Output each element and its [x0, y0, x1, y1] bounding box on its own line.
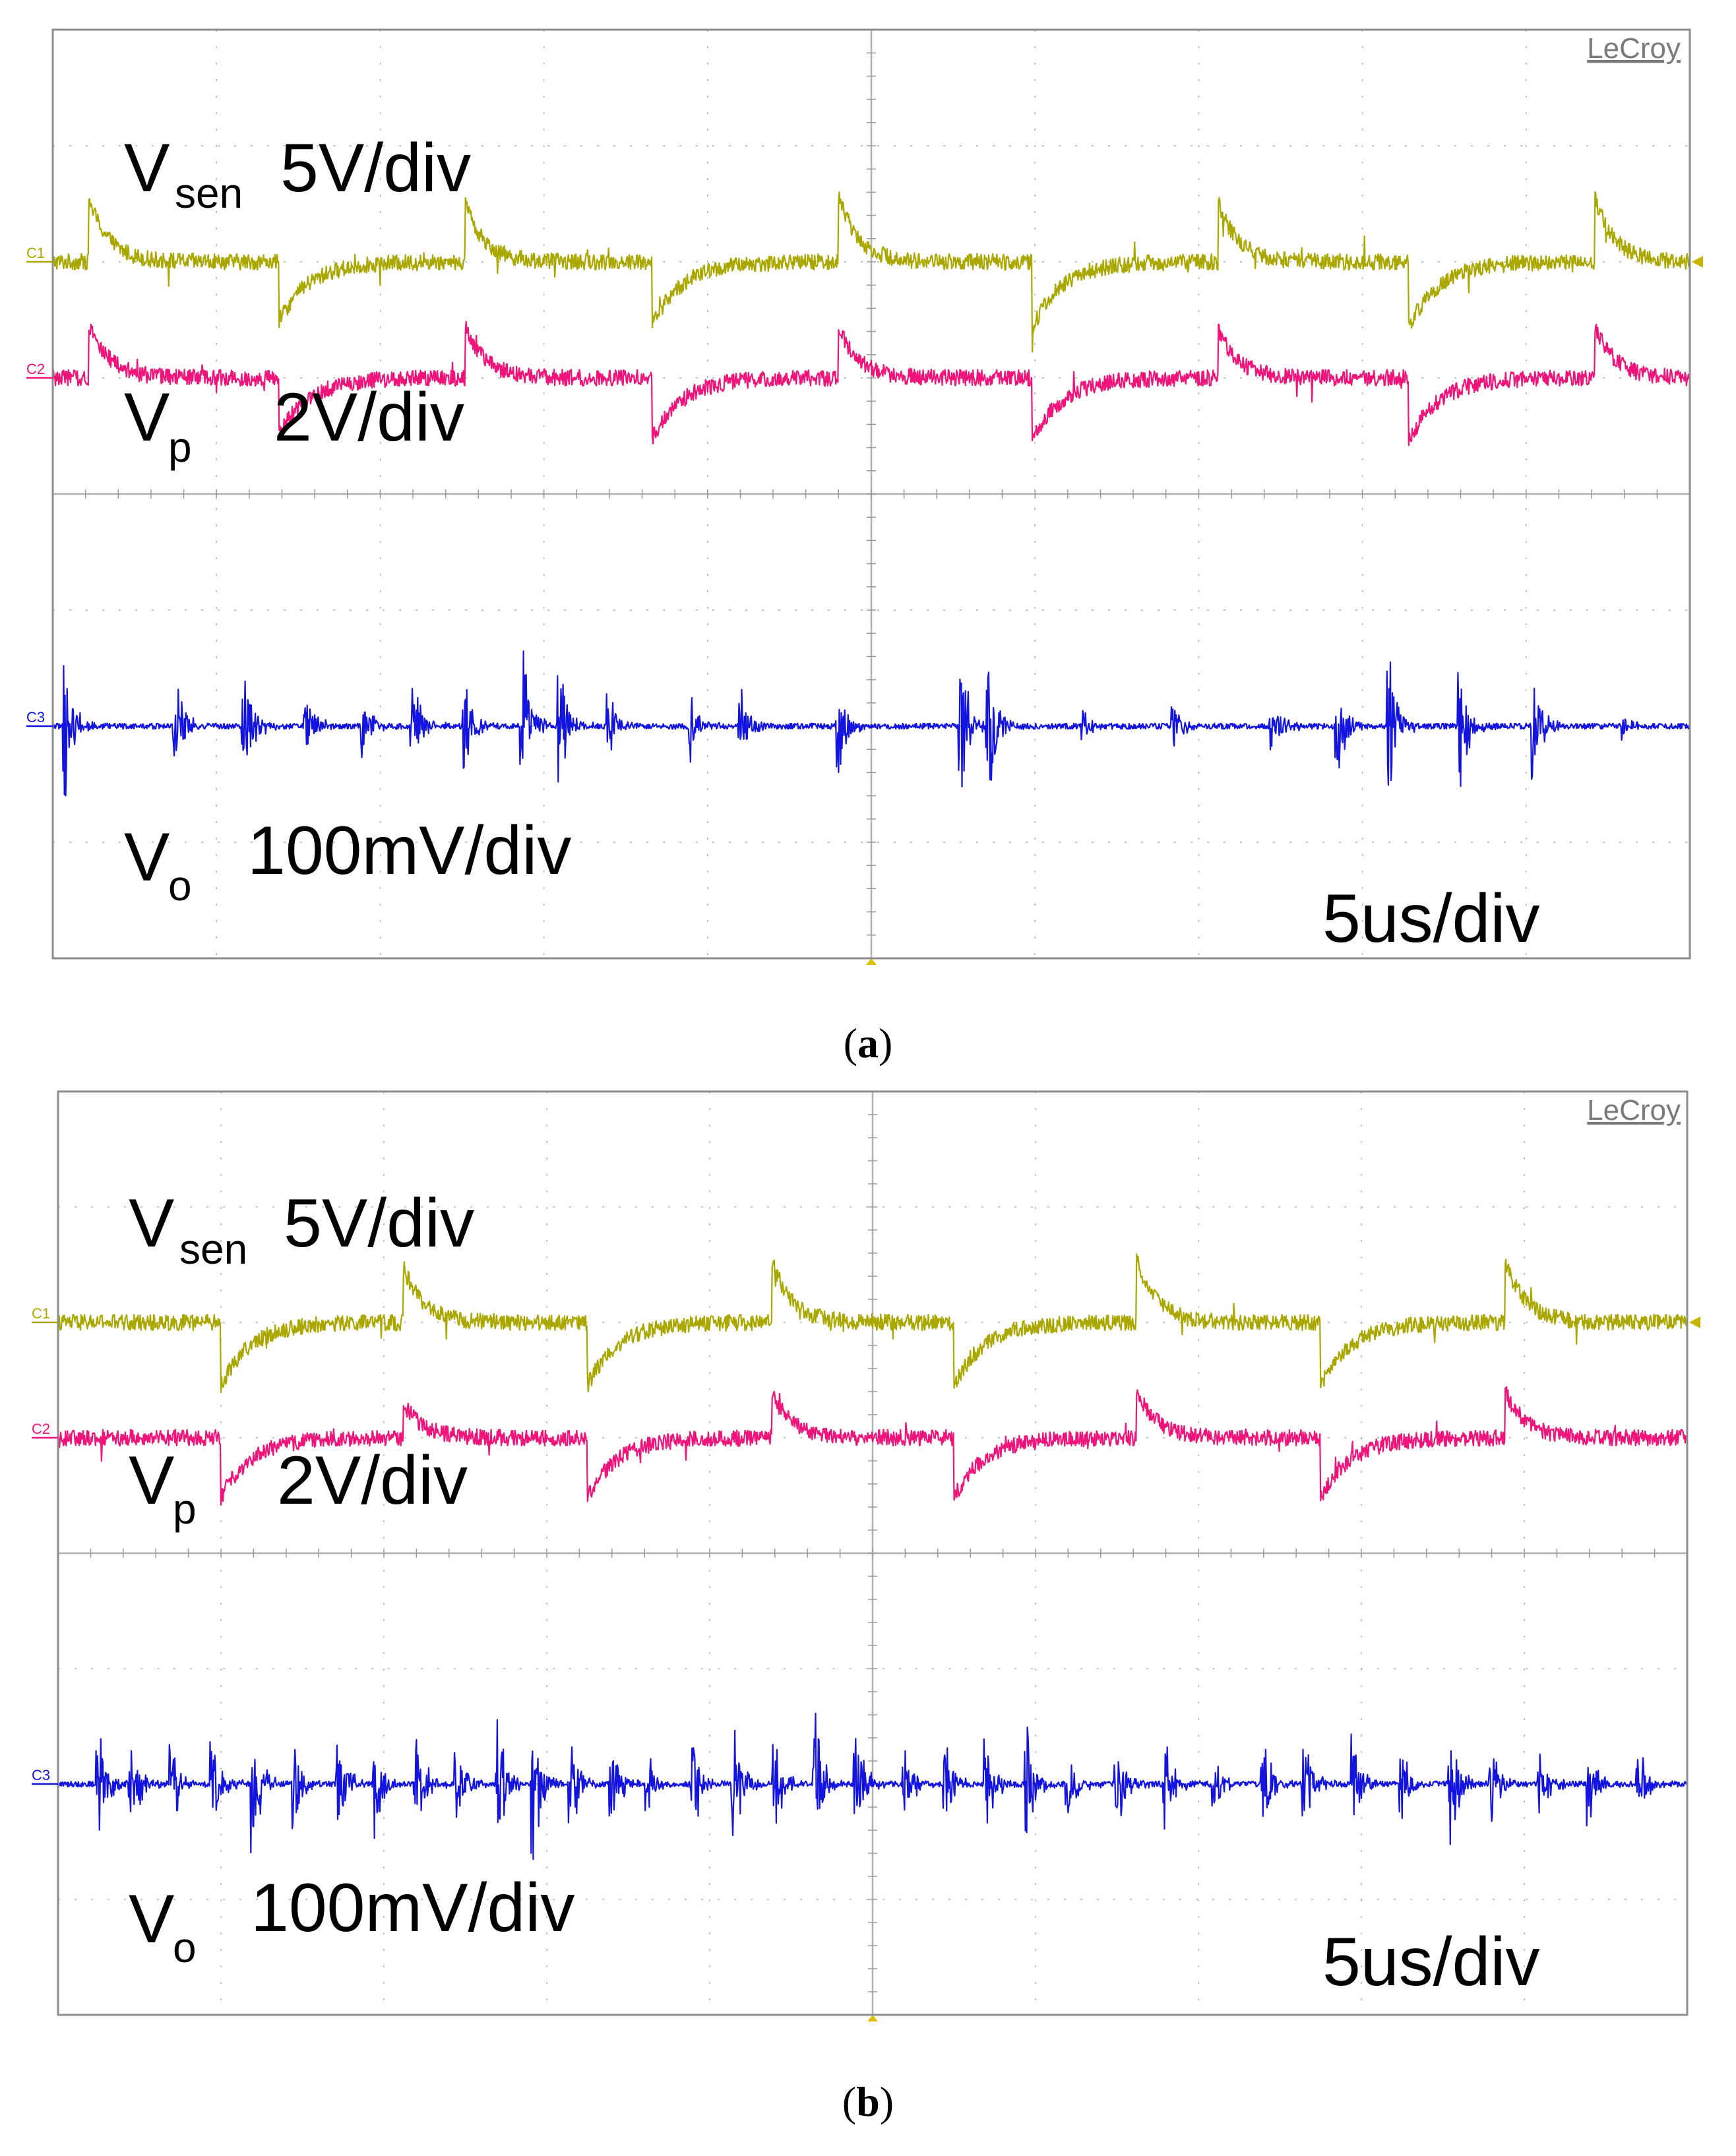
label-vsen: V sen 5V/div: [124, 130, 471, 217]
trigger-marker: [867, 2015, 878, 2021]
label-vo: V o 100mV/div: [124, 813, 571, 909]
trace-group: [57, 1253, 1689, 1861]
channel-tag: C1: [26, 245, 45, 261]
screen-border: [51, 28, 1691, 960]
label-vo: V o 100mV/div: [129, 1870, 574, 1971]
svg-text:V: V: [129, 1185, 174, 1262]
trigger-level-marker: [1689, 1316, 1700, 1328]
svg-text:100mV/div: 100mV/div: [247, 813, 571, 889]
label-vp: V p 2V/div: [124, 379, 464, 471]
caption-b: (b): [842, 2078, 894, 2125]
trace-v-p: [57, 1386, 1688, 1506]
graticule: [52, 29, 1690, 965]
graticule: [57, 1091, 1688, 2021]
trace-v-sen: [52, 191, 1691, 353]
channel-tag: C3: [32, 1767, 50, 1783]
svg-text:V: V: [124, 819, 170, 896]
svg-text:V: V: [129, 1881, 174, 1957]
oscilloscope-panel-b: C1 C2 C3 LeCroy V sen 5V/div V p 2V/div V …: [32, 1090, 1700, 2021]
svg-text:2V/div: 2V/div: [277, 1442, 468, 1519]
trace-v-p: [51, 321, 1691, 447]
trace-v-o: [57, 1712, 1689, 1861]
svg-text:100mV/div: 100mV/div: [251, 1870, 574, 1946]
screen-border: [57, 1090, 1689, 2016]
trigger-marker: [866, 958, 877, 965]
svg-text:V: V: [129, 1442, 174, 1519]
svg-text:V: V: [124, 130, 170, 206]
time-scale-label: 5us/div: [1322, 880, 1540, 957]
svg-text:2V/div: 2V/div: [274, 379, 464, 456]
svg-text:sen: sen: [179, 1225, 247, 1273]
label-vsen: V sen 5V/div: [129, 1185, 474, 1273]
oscilloscope-panel-a: C1 C2 C3 LeCroy V sen 5V/div V p 2V/div V …: [26, 28, 1703, 965]
trace-v-sen: [57, 1253, 1689, 1394]
svg-text:5V/div: 5V/div: [280, 130, 471, 206]
trace-v-o: [52, 650, 1691, 797]
trigger-level-marker: [1692, 256, 1703, 268]
time-scale-label: 5us/div: [1322, 1924, 1540, 2000]
channel-markers: C1 C2 C3: [32, 1305, 1700, 1785]
svg-text:p: p: [173, 1485, 197, 1533]
svg-text:5V/div: 5V/div: [284, 1185, 474, 1262]
svg-text:sen: sen: [175, 169, 243, 217]
brand-logo: LeCroy: [1587, 32, 1681, 65]
label-vp: V p 2V/div: [129, 1442, 468, 1533]
trace-group: [51, 191, 1691, 797]
svg-text:p: p: [168, 423, 192, 471]
brand-logo: LeCroy: [1587, 1094, 1681, 1126]
channel-tag: C1: [32, 1305, 50, 1322]
svg-text:o: o: [173, 1924, 197, 1971]
channel-tag: C2: [26, 361, 45, 377]
channel-tag: C3: [26, 709, 45, 725]
caption-a: (a): [843, 1020, 893, 1066]
svg-text:V: V: [124, 379, 170, 456]
channel-tag: C2: [32, 1421, 50, 1437]
svg-text:o: o: [168, 862, 192, 909]
channel-markers: C1 C2 C3: [26, 245, 1703, 727]
